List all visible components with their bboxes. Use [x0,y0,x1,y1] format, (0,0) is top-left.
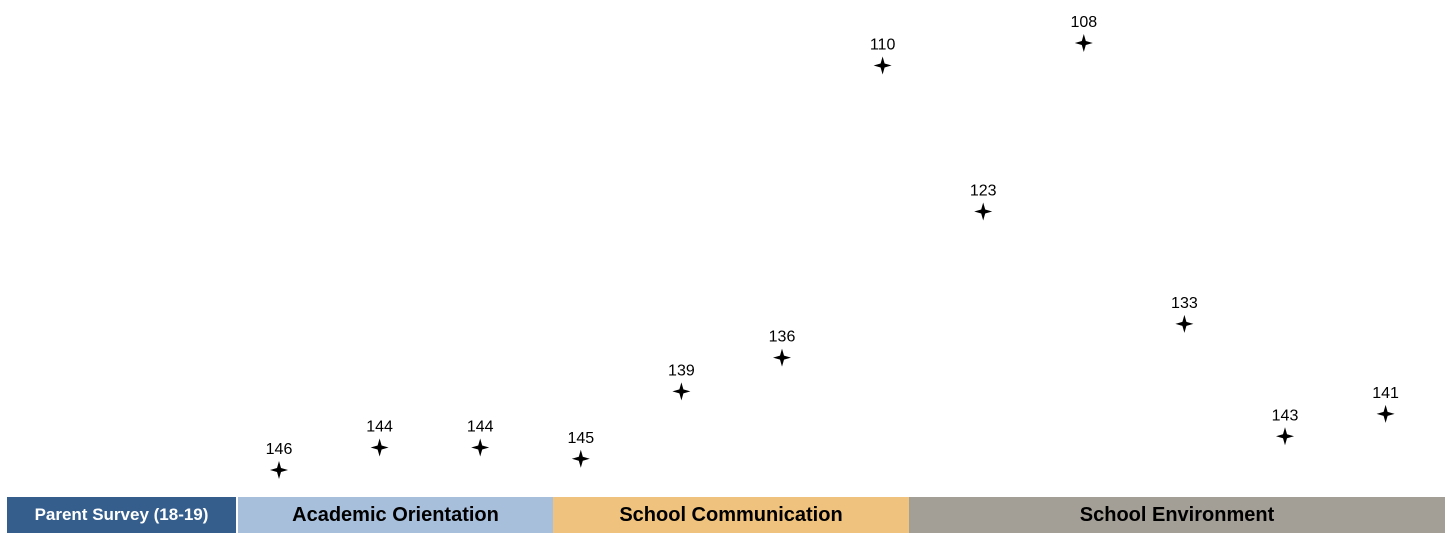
data-label-6: 136 [769,329,796,346]
data-point-1 [270,461,288,479]
data-label-4: 145 [567,430,594,447]
data-point-2 [370,438,389,457]
data-label-10: 133 [1171,295,1198,312]
data-point-4 [571,449,590,468]
category-school-environment: School Environment [909,497,1445,533]
data-point-8 [974,202,993,221]
data-point-10 [1175,314,1194,333]
data-point-9 [1074,34,1093,52]
data-point-5 [672,382,691,401]
data-label-8: 123 [970,183,997,200]
data-point-11 [1276,427,1294,446]
data-label-9: 108 [1070,14,1097,31]
survey-label: Parent Survey (18-19) [7,497,236,533]
category-academic-orientation: Academic Orientation [238,497,553,533]
data-label-5: 139 [668,362,695,379]
data-label-3: 144 [467,419,494,436]
data-label-1: 146 [266,441,293,458]
data-point-12 [1376,404,1395,423]
data-point-6 [773,348,791,367]
scatter-plot: 146 144 144 145 139 136 110 123 108 133 143 141 [266,14,1399,479]
data-point-3 [471,438,490,457]
data-label-11: 143 [1272,407,1299,424]
data-label-12: 141 [1372,385,1399,402]
data-point-7 [873,56,892,75]
data-label-2: 144 [366,419,393,436]
category-school-communication: School Communication [553,497,909,533]
data-label-7: 110 [870,36,896,53]
